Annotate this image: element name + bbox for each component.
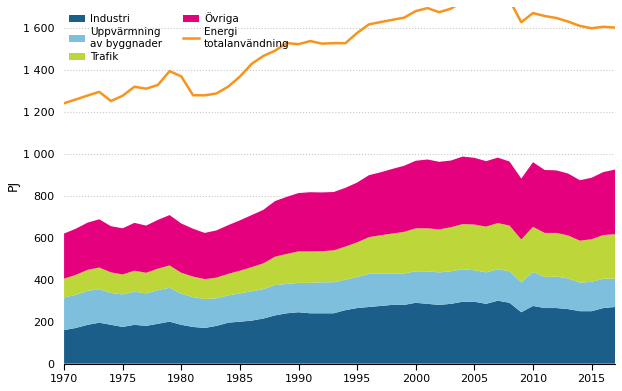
Legend: Industri, Uppvärmning
av byggnader, Trafik, Övriga, Energi
totalanvändning: Industri, Uppvärmning av byggnader, Traf… (69, 12, 289, 62)
Y-axis label: PJ: PJ (7, 180, 20, 191)
